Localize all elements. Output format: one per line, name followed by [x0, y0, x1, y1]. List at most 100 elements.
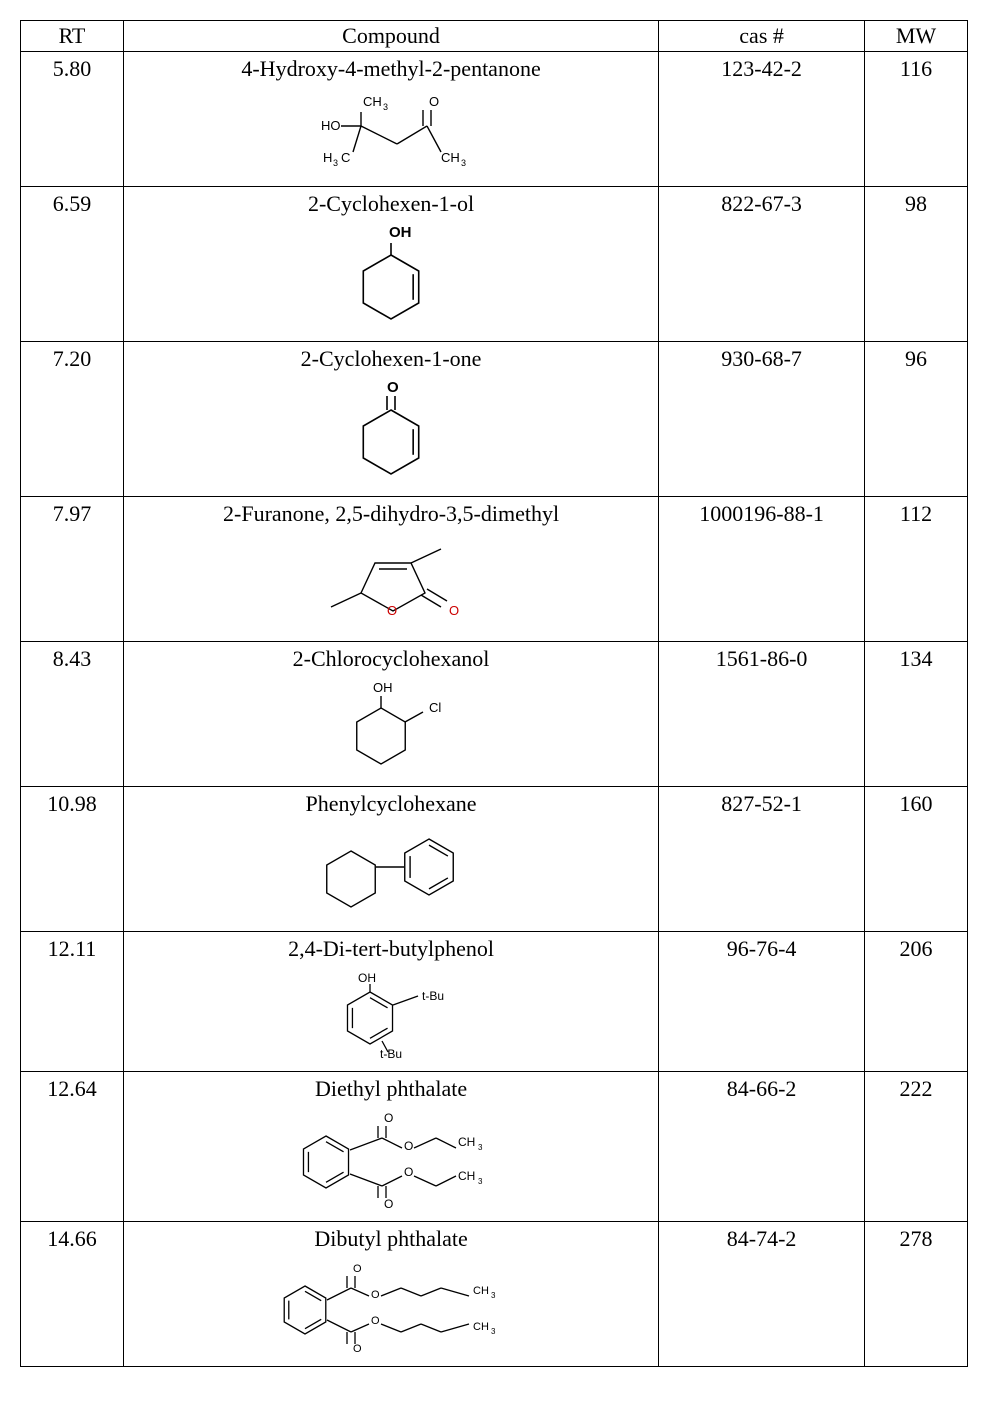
svg-text:O: O [371, 1289, 380, 1301]
cell-mw: 206 [865, 932, 968, 1072]
svg-text:OH: OH [358, 971, 376, 985]
cell-mw: 160 [865, 787, 968, 932]
svg-text:CH: CH [473, 1321, 489, 1333]
svg-text:H: H [323, 150, 332, 165]
cell-mw: 112 [865, 497, 968, 642]
cell-rt: 14.66 [21, 1222, 124, 1367]
svg-text:CH: CH [458, 1135, 475, 1149]
svg-text:Cl: Cl [429, 700, 441, 715]
svg-text:O: O [353, 1343, 362, 1355]
structure-diagram: OOCH3OCH3O [128, 1258, 654, 1358]
svg-text:O: O [384, 1111, 393, 1125]
compound-name: 2,4-Di-tert-butylphenol [128, 936, 654, 962]
svg-text:3: 3 [478, 1143, 483, 1152]
compound-name: Diethyl phthalate [128, 1076, 654, 1102]
structure-diagram: OH Cl [128, 678, 654, 778]
cell-mw: 116 [865, 52, 968, 187]
svg-text:3: 3 [333, 158, 338, 168]
cell-cas: 1561-86-0 [659, 642, 865, 787]
cell-cas: 827-52-1 [659, 787, 865, 932]
svg-text:3: 3 [461, 158, 466, 168]
svg-text:3: 3 [478, 1177, 483, 1186]
svg-text:CH: CH [473, 1285, 489, 1297]
cell-rt: 7.20 [21, 342, 124, 497]
cell-compound: 2-Chlorocyclohexanol OH Cl [123, 642, 658, 787]
cell-rt: 6.59 [21, 187, 124, 342]
compound-name: Dibutyl phthalate [128, 1226, 654, 1252]
compound-name: 4-Hydroxy-4-methyl-2-pentanone [128, 56, 654, 82]
structure-diagram: OOCH3OCH3O [128, 1108, 654, 1213]
cell-compound: Dibutyl phthalateOOCH3OCH3O [123, 1222, 658, 1367]
svg-text:O: O [404, 1139, 413, 1153]
svg-text:O: O [429, 94, 439, 109]
compound-name: 2-Chlorocyclohexanol [128, 646, 654, 672]
cell-cas: 822-67-3 [659, 187, 865, 342]
header-mw: MW [865, 21, 968, 52]
table-row: 7.202-Cyclohexen-1-one O 930-68-796 [21, 342, 968, 497]
cell-rt: 7.97 [21, 497, 124, 642]
cell-rt: 5.80 [21, 52, 124, 187]
compound-name: 2-Furanone, 2,5-dihydro-3,5-dimethyl [128, 501, 654, 527]
cell-compound: 2-Furanone, 2,5-dihydro-3,5-dimethylOO [123, 497, 658, 642]
table-row: 7.972-Furanone, 2,5-dihydro-3,5-dimethyl… [21, 497, 968, 642]
svg-text:3: 3 [383, 102, 388, 112]
cell-mw: 134 [865, 642, 968, 787]
svg-text:CH: CH [441, 150, 460, 165]
cell-cas: 96-76-4 [659, 932, 865, 1072]
table-row: 14.66Dibutyl phthalateOOCH3OCH3O84-74-22… [21, 1222, 968, 1367]
svg-text:OH: OH [389, 224, 412, 241]
cell-compound: 2,4-Di-tert-butylphenol OH t-Bu t-Bu [123, 932, 658, 1072]
table-row: 12.112,4-Di-tert-butylphenol OH t-Bu t-Bu 96… [21, 932, 968, 1072]
svg-text:O: O [384, 1197, 393, 1211]
svg-text:O: O [387, 379, 399, 396]
table-row: 10.98Phenylcyclohexane827-52-1160 [21, 787, 968, 932]
svg-text:t-Bu: t-Bu [422, 989, 444, 1003]
svg-text:O: O [449, 603, 459, 618]
svg-text:HO: HO [321, 118, 341, 133]
cell-cas: 84-74-2 [659, 1222, 865, 1367]
svg-text:3: 3 [491, 1291, 496, 1300]
cell-cas: 930-68-7 [659, 342, 865, 497]
compound-name: 2-Cyclohexen-1-one [128, 346, 654, 372]
structure-diagram: HOCH3OH3CCH3 [128, 88, 654, 178]
svg-text:3: 3 [491, 1327, 496, 1336]
structure-diagram [128, 823, 654, 923]
compound-table: RT Compound cas # MW 5.804-Hydroxy-4-met… [20, 20, 968, 1367]
cell-rt: 8.43 [21, 642, 124, 787]
structure-diagram: OH [128, 223, 654, 333]
cell-compound: 2-Cyclohexen-1-one O [123, 342, 658, 497]
cell-cas: 123-42-2 [659, 52, 865, 187]
structure-diagram: OO [128, 533, 654, 633]
table-row: 6.592-Cyclohexen-1-ol OH 822-67-398 [21, 187, 968, 342]
cell-compound: Diethyl phthalateOOCH3OCH3O [123, 1072, 658, 1222]
cell-compound: 2-Cyclohexen-1-ol OH [123, 187, 658, 342]
svg-text:O: O [404, 1165, 413, 1179]
cell-rt: 10.98 [21, 787, 124, 932]
cell-rt: 12.64 [21, 1072, 124, 1222]
cell-compound: Phenylcyclohexane [123, 787, 658, 932]
svg-text:O: O [371, 1315, 380, 1327]
table-row: 8.432-Chlorocyclohexanol OH Cl 1561-86-0134 [21, 642, 968, 787]
header-compound: Compound [123, 21, 658, 52]
compound-name: Phenylcyclohexane [128, 791, 654, 817]
cell-mw: 96 [865, 342, 968, 497]
header-cas: cas # [659, 21, 865, 52]
cell-cas: 84-66-2 [659, 1072, 865, 1222]
svg-text:OH: OH [373, 680, 393, 695]
svg-text:CH: CH [363, 94, 382, 109]
svg-text:t-Bu: t-Bu [380, 1047, 402, 1061]
structure-diagram: OH t-Bu t-Bu [128, 968, 654, 1063]
table-row: 12.64Diethyl phthalateOOCH3OCH3O84-66-22… [21, 1072, 968, 1222]
cell-mw: 278 [865, 1222, 968, 1367]
cell-mw: 98 [865, 187, 968, 342]
svg-text:C: C [341, 150, 350, 165]
cell-compound: 4-Hydroxy-4-methyl-2-pentanoneHOCH3OH3CC… [123, 52, 658, 187]
cell-rt: 12.11 [21, 932, 124, 1072]
svg-text:O: O [387, 603, 397, 618]
table-header-row: RT Compound cas # MW [21, 21, 968, 52]
table-row: 5.804-Hydroxy-4-methyl-2-pentanoneHOCH3O… [21, 52, 968, 187]
svg-text:CH: CH [458, 1169, 475, 1183]
compound-name: 2-Cyclohexen-1-ol [128, 191, 654, 217]
header-rt: RT [21, 21, 124, 52]
cell-cas: 1000196-88-1 [659, 497, 865, 642]
